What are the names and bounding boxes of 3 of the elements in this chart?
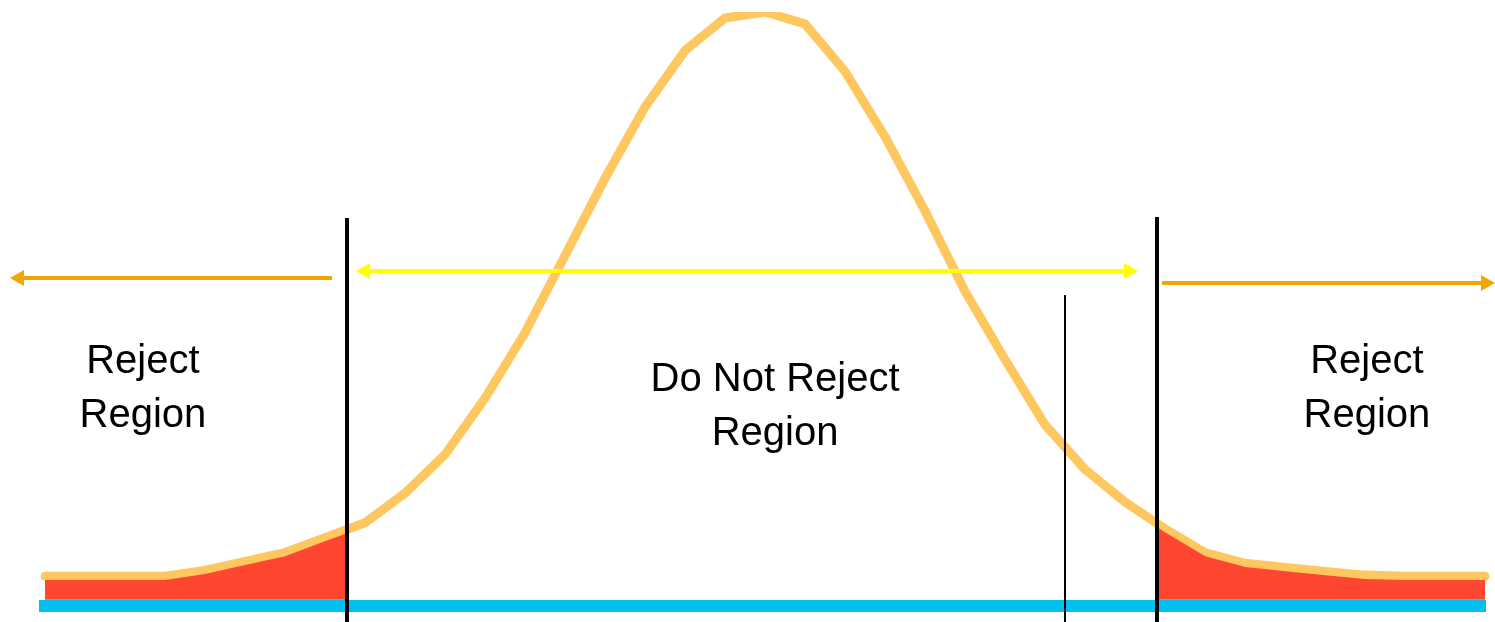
annotation: Reject Region (1303, 336, 1431, 438)
annotation: Do Not Reject Region (650, 354, 900, 456)
annotation: Reject Region (79, 336, 207, 438)
